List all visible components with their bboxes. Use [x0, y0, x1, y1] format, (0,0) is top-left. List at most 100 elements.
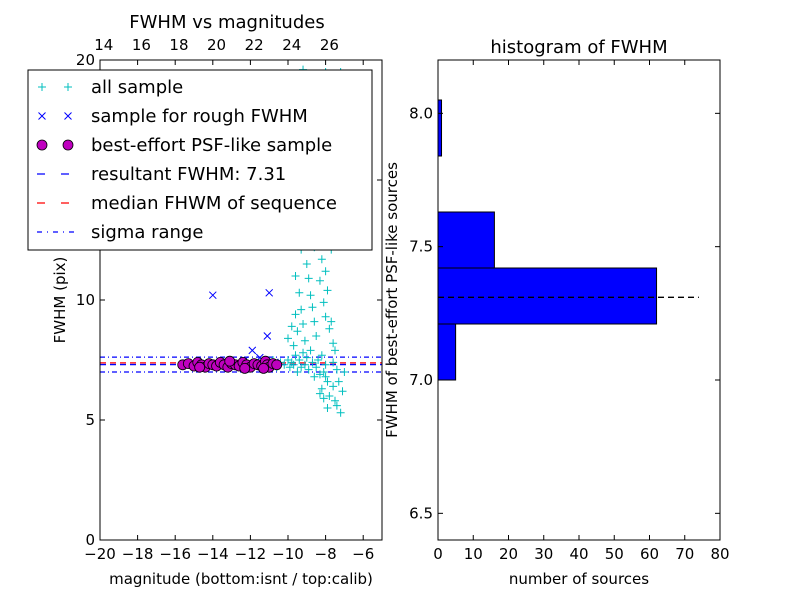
point-0-90 — [332, 365, 341, 374]
point-0-43 — [317, 255, 326, 264]
point-0-25 — [293, 368, 302, 376]
x-tick-label: −6 — [352, 545, 374, 563]
point-0-42 — [321, 267, 330, 276]
point-0-64 — [284, 334, 292, 343]
x-tick-label: −14 — [197, 545, 229, 563]
y-tick-label: 20 — [76, 51, 95, 69]
legend-label: median FHWM of sequence — [91, 193, 337, 214]
point-0-4 — [334, 377, 343, 386]
histogram-bars — [437, 99, 658, 381]
point-0-92 — [315, 389, 324, 398]
point-0-0 — [336, 408, 345, 417]
histogram-bar-1 — [437, 267, 658, 325]
scatter-xlabel: magnitude (bottom:isnt / top:calib) — [109, 570, 373, 588]
x-tick-label: 70 — [675, 545, 694, 563]
histogram-bar-0 — [437, 323, 457, 381]
legend-item: best-effort PSF-like sample — [36, 135, 332, 156]
point-0-53 — [306, 291, 315, 300]
point-0-36 — [329, 339, 338, 348]
top-tick-label: 20 — [207, 36, 226, 54]
point-0-50 — [312, 332, 321, 340]
point-0-2 — [338, 387, 347, 396]
legend-label: resultant FWHM: 7.31 — [91, 164, 286, 185]
top-tick-label: 16 — [132, 36, 151, 54]
legend-box — [27, 69, 373, 251]
y-tick-label: 7.5 — [409, 238, 433, 256]
legend-item: median FHWM of sequence — [37, 193, 337, 214]
point-2-28 — [258, 362, 269, 374]
point-0-65 — [331, 346, 339, 355]
point-1-3 — [248, 346, 257, 355]
y-tick-label: 8.0 — [409, 104, 433, 122]
point-2-27 — [239, 362, 251, 374]
point-0-38 — [321, 312, 330, 321]
point-0-10 — [317, 384, 326, 393]
y-tick-label: 6.5 — [409, 504, 433, 522]
histogram-title: histogram of FWHM — [490, 37, 667, 58]
point-0-13 — [314, 356, 323, 364]
legend-marker-x — [64, 112, 72, 120]
point-0-22 — [299, 348, 308, 357]
legend-label: all sample — [91, 77, 183, 98]
x-tick-label: −18 — [122, 545, 154, 563]
point-0-19 — [304, 365, 313, 374]
histogram-bar-2 — [437, 211, 495, 269]
point-0-17 — [308, 358, 317, 367]
point-0-89 — [319, 394, 328, 403]
x-tick-label: −10 — [272, 545, 304, 563]
legend-item: sample for rough FWHM — [38, 106, 308, 127]
x-tick-label: 20 — [499, 545, 518, 563]
x-tick-label: −20 — [84, 545, 116, 563]
point-0-55 — [302, 260, 311, 268]
scatter-title: FWHM vs magnitudes — [129, 12, 324, 33]
top-tick-label: 26 — [320, 36, 339, 54]
histogram-panel: 0 10 20 30 40 50 60 70 80 6.5 7.0 7.5 8.0 histogram… — [383, 37, 730, 588]
scatter-panel: −20−18−16−14−12−10−8−6 05101520 14161820… — [27, 12, 383, 588]
point-0-62 — [289, 341, 298, 350]
scatter-ylabel: FWHM (pix) — [51, 257, 69, 344]
legend-label: best-effort PSF-like sample — [91, 135, 332, 156]
point-0-14 — [317, 351, 326, 360]
point-0-5 — [329, 382, 338, 391]
point-0-23 — [297, 363, 306, 372]
legend-marker-circle — [36, 139, 48, 151]
point-0-51 — [310, 317, 319, 326]
y-tick-label: 0 — [85, 531, 95, 549]
histogram-xlabel: number of sources — [509, 570, 649, 588]
point-2-29 — [194, 361, 206, 373]
x-tick-label: −12 — [235, 545, 267, 563]
y-tick-label: 5 — [85, 411, 95, 429]
point-2-26 — [224, 355, 236, 367]
legend-item: all sample — [38, 77, 183, 98]
point-0-40 — [323, 286, 332, 295]
legend-item: resultant FWHM: 7.31 — [37, 164, 286, 185]
point-0-37 — [325, 324, 334, 333]
top-tick-label: 18 — [169, 36, 188, 54]
histogram-bar-3 — [437, 99, 443, 157]
x-tick-label: 40 — [569, 545, 588, 563]
point-0-24 — [295, 356, 304, 364]
top-tick-label: 24 — [282, 36, 301, 54]
point-0-8 — [321, 372, 330, 381]
legend-label: sample for rough FWHM — [91, 106, 308, 127]
point-0-60 — [293, 327, 302, 336]
x-tick-label: 30 — [534, 545, 553, 563]
point-0-29 — [285, 363, 294, 372]
point-0-57 — [299, 320, 308, 328]
point-0-3 — [331, 396, 339, 405]
point-0-1 — [332, 401, 341, 410]
point-0-12 — [321, 360, 330, 369]
legend: all sample sample for rough FWHM best-effo… — [27, 69, 373, 251]
legend-marker-plus — [64, 83, 72, 91]
point-0-54 — [304, 274, 313, 283]
point-0-58 — [297, 305, 306, 314]
histogram-y-ticks: 6.5 7.0 7.5 8.0 — [409, 104, 720, 522]
legend-marker-circle — [62, 139, 74, 151]
point-0-66 — [327, 317, 336, 326]
legend-marker-x — [38, 112, 46, 120]
point-0-16 — [310, 372, 319, 381]
point-0-93 — [340, 368, 349, 376]
top-tick-label: 22 — [245, 36, 264, 54]
histogram-x-ticks: 0 10 20 30 40 50 60 70 80 — [433, 60, 730, 563]
point-0-20 — [302, 353, 311, 362]
